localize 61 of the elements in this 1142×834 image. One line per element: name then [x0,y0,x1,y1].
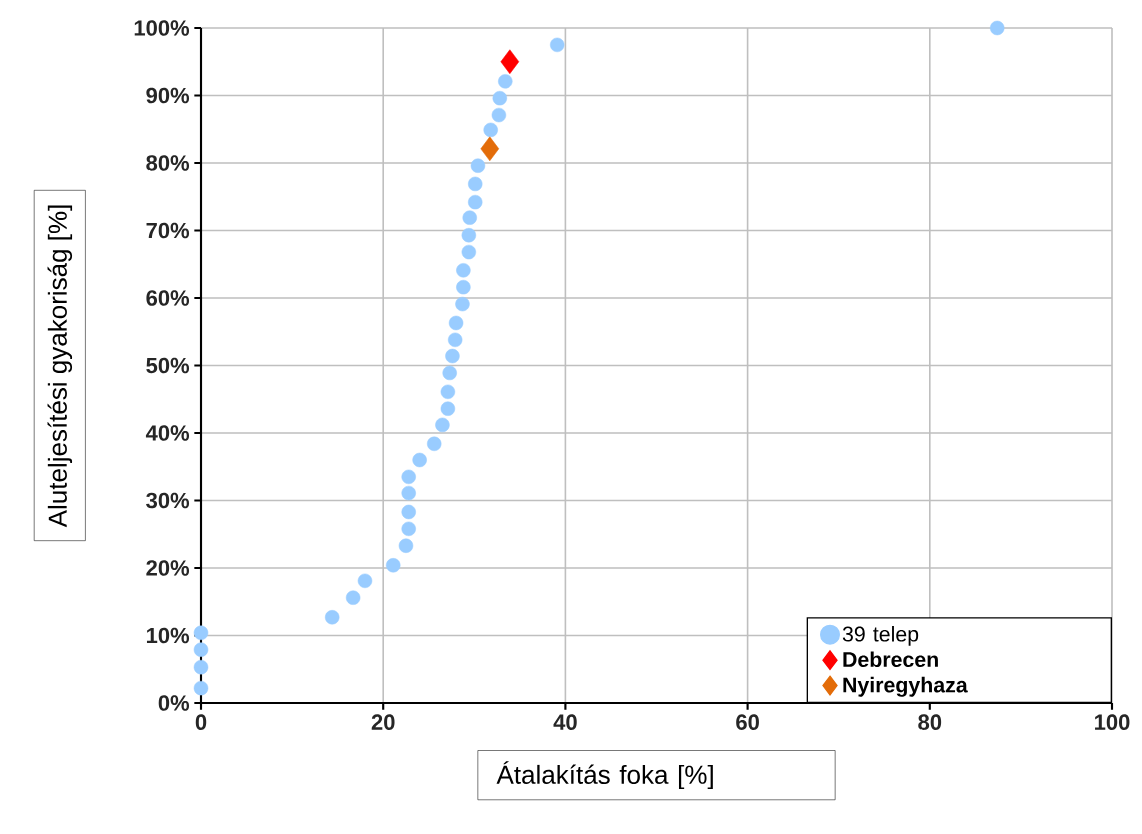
point [412,452,427,468]
y-tick-label: 50% [146,357,190,374]
point [445,348,460,364]
point [500,49,520,75]
legend-label: 39 telep [842,625,919,646]
point [401,469,416,485]
y-tick-label: 10% [146,627,190,644]
point [468,176,483,192]
legend-label: Debrecen [843,651,938,668]
point [550,37,565,53]
point [448,315,464,331]
y-tick-label: 80% [146,155,190,171]
x-tick-label: 60 [736,714,759,730]
point [357,573,373,589]
point [435,417,450,433]
point [456,279,471,295]
point [193,660,209,675]
point [447,332,463,348]
y-tick-label: 60% [146,290,190,306]
x-tick-label: 100 [1095,714,1130,730]
point [468,194,483,210]
point [498,74,513,89]
y-tick-label: 30% [146,492,190,509]
x-tick-label: 80 [918,714,942,730]
point [990,20,1005,36]
x-tick-label: 0 [195,714,207,730]
point [401,521,416,537]
point [455,296,470,312]
x-tick-label: 20 [371,714,395,730]
point [193,642,209,657]
x-axis-title: Átalakítás foka [%] [496,761,713,790]
point [398,538,414,553]
point [401,504,416,520]
y-tick-label: 90% [146,87,190,104]
point [461,228,477,243]
point [442,365,457,381]
point [427,436,442,451]
point [440,384,456,400]
point [440,401,456,416]
point [462,210,477,225]
y-tick-label: 0% [158,695,190,711]
point [401,485,416,501]
y-tick-label: 70% [146,222,190,239]
point [480,136,500,162]
point [483,122,498,138]
legend-label: Nyiregyhaza [843,676,968,697]
point [386,558,401,573]
point [324,610,340,625]
point [193,625,209,640]
y-tick-label: 100% [134,20,190,36]
x-tick-label: 40 [553,714,577,730]
y-tick-label: 40% [145,425,190,441]
point [456,263,471,278]
point [491,107,507,123]
point [193,680,209,696]
y-tick-label: 20% [146,560,190,576]
y-axis-title: Aluteljesítési gyakoriság [%] [47,205,73,528]
point [461,244,477,260]
point [470,158,486,173]
point [345,590,361,605]
point [492,90,508,106]
